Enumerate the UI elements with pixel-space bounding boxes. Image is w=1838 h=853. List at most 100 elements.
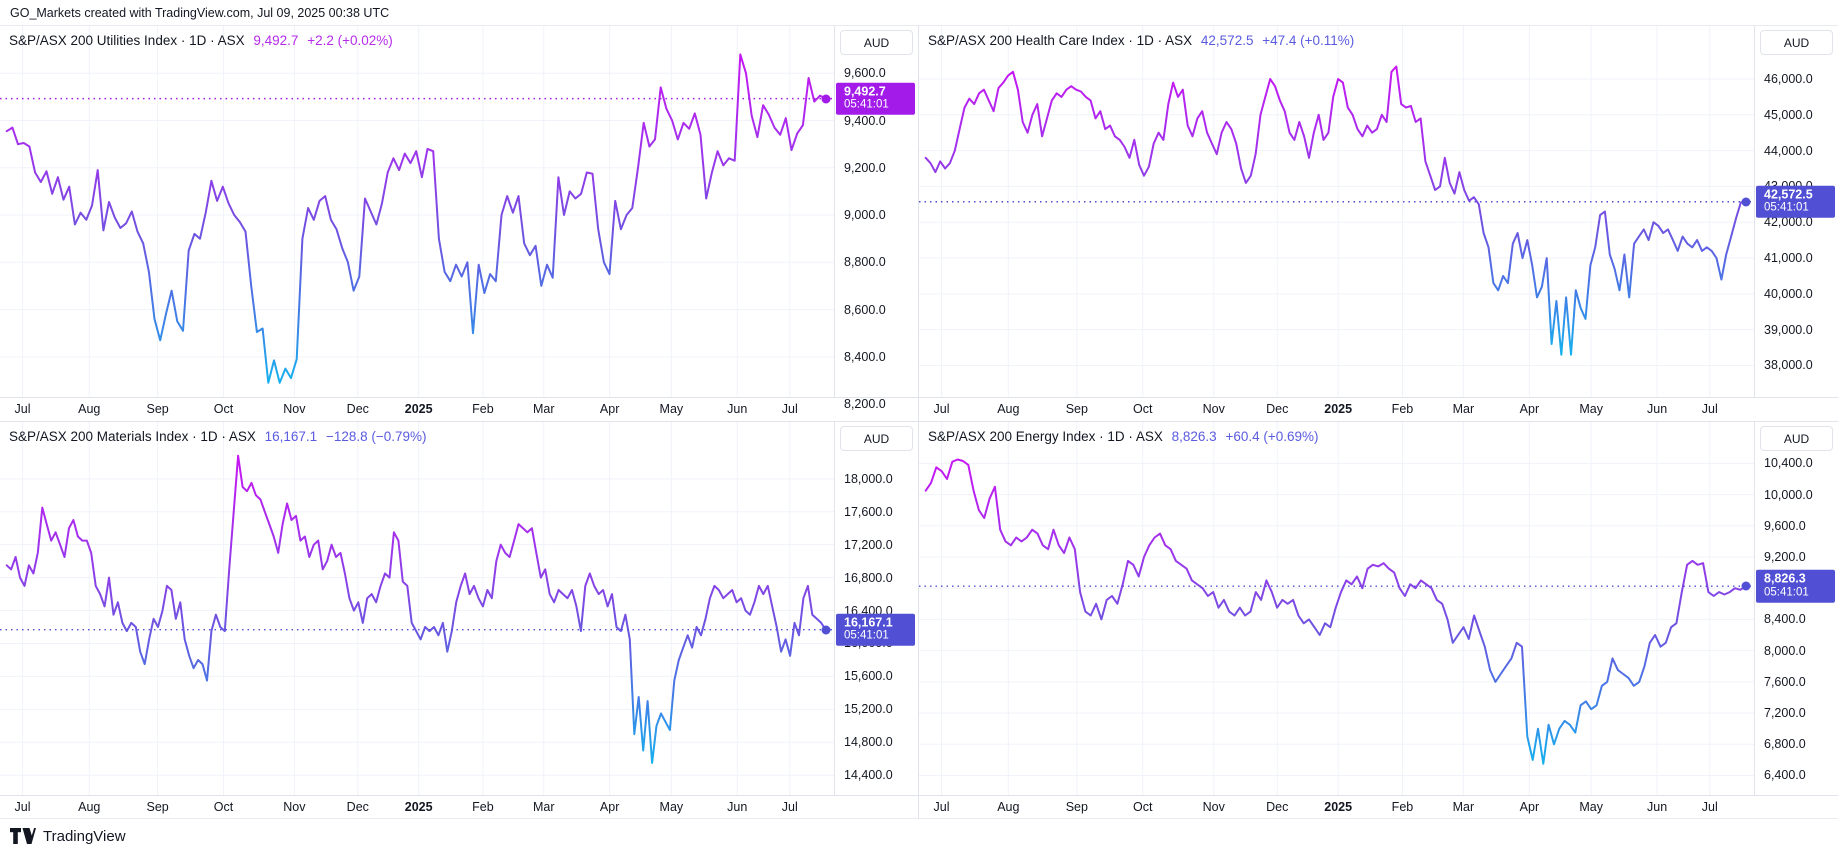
price-tick-label: 17,600.0	[844, 504, 893, 519]
currency-button[interactable]: AUD	[1760, 30, 1833, 55]
price-tick-label: 17,200.0	[844, 537, 893, 552]
change-label: −128.8 (−0.79%)	[325, 429, 427, 444]
price-tick-label: 7,600.0	[1764, 674, 1806, 689]
time-tick-label: Sep	[1065, 800, 1088, 814]
time-tick-label: Jul	[781, 800, 798, 814]
price-tick-label: 6,400.0	[1764, 768, 1806, 783]
price-tick-label: 18,000.0	[844, 471, 893, 486]
chart-title: S&P/ASX 200 Materials Index · 1D · ASX 1…	[9, 429, 427, 444]
badge-price: 16,167.1	[844, 615, 893, 630]
price-tick-label: 8,000.0	[1764, 643, 1806, 658]
price-tick-label: 9,200.0	[844, 160, 886, 175]
price-tick-label: 8,200.0	[844, 397, 886, 412]
line-chart-svg	[919, 26, 1754, 397]
currency-button[interactable]: AUD	[840, 30, 913, 55]
price-tick-label: 9,600.0	[1764, 518, 1806, 533]
time-tick-label: Oct	[213, 800, 234, 814]
price-axis[interactable]: AUD 8,826.3 05:41:01 10,400.0 10,000.0 9,6…	[1754, 422, 1838, 795]
price-tick-label: 46,000.0	[1764, 72, 1813, 86]
time-tick-label: Mar	[1452, 800, 1475, 814]
last-price-label: 8,826.3	[1171, 429, 1217, 444]
tradingview-logo-icon[interactable]	[10, 828, 36, 844]
price-tick-label: 9,000.0	[844, 208, 886, 223]
time-axis[interactable]: Jul Aug Sep Oct Nov Dec 2025 Feb Mar Apr May Jun Jul	[919, 795, 1838, 819]
time-axis[interactable]: Jul Aug Sep Oct Nov Dec 2025 Feb Mar Apr May Jun Jul	[919, 397, 1838, 421]
time-tick-label: Dec	[346, 402, 369, 416]
price-axis[interactable]: AUD 42,572.5 05:41:01 46,000.0 45,000.0 44…	[1754, 26, 1838, 397]
time-tick-label: Jul	[14, 402, 31, 416]
attribution-text: GO_Markets created with TradingView.com,…	[10, 5, 390, 20]
chart-pane-energy[interactable]: AUD 8,826.3 05:41:01 10,400.0 10,000.0 9,6…	[919, 422, 1838, 819]
last-price-label: 16,167.1	[264, 429, 318, 444]
time-tick-label: Feb	[472, 800, 494, 814]
price-tick-label: 10,000.0	[1764, 487, 1813, 502]
time-tick-label: Apr	[599, 800, 620, 814]
time-tick-label: Jun	[1647, 402, 1668, 416]
last-price-dot	[821, 625, 831, 635]
time-tick-label: Dec	[1266, 402, 1289, 416]
chart-title: S&P/ASX 200 Utilities Index · 1D · ASX 9…	[9, 33, 393, 48]
price-tick-label: 15,200.0	[844, 702, 893, 717]
price-tick-label: 10,400.0	[1764, 456, 1813, 471]
change-label: +2.2 (+0.02%)	[307, 33, 393, 48]
time-tick-label: Jul	[14, 800, 31, 814]
price-tick-label: 39,000.0	[1764, 322, 1813, 337]
time-tick-label: Jul	[781, 402, 798, 416]
line-chart-svg	[919, 422, 1754, 795]
chart-plot-area[interactable]	[0, 422, 834, 795]
chart-plot-area[interactable]	[919, 422, 1754, 795]
time-tick-label: 2025	[1324, 800, 1353, 814]
badge-time: 05:41:01	[1764, 586, 1809, 599]
badge-price: 9,492.7	[844, 84, 886, 99]
time-tick-label: Apr	[1519, 402, 1540, 416]
chart-pane-health-care[interactable]: AUD 42,572.5 05:41:01 46,000.0 45,000.0 44…	[919, 26, 1838, 422]
chart-plot-area[interactable]	[0, 26, 834, 397]
price-tick-label: 6,800.0	[1764, 737, 1806, 752]
time-tick-label: Dec	[346, 800, 369, 814]
price-tick-label: 8,800.0	[844, 255, 886, 270]
symbol-label: S&P/ASX 200 Energy Index · 1D · ASX	[928, 429, 1163, 444]
chart-pane-utilities[interactable]: AUD 9,492.7 05:41:01 9,600.0 9,400.0 9,200…	[0, 26, 919, 422]
price-tick-label: 8,400.0	[844, 349, 886, 364]
time-tick-label: Jun	[727, 402, 748, 416]
last-price-dot	[821, 94, 831, 104]
symbol-label: S&P/ASX 200 Materials Index · 1D · ASX	[9, 429, 256, 444]
time-tick-label: May	[1579, 402, 1603, 416]
time-tick-label: Oct	[213, 402, 234, 416]
time-tick-label: Mar	[533, 402, 555, 416]
time-tick-label: Nov	[1202, 800, 1225, 814]
price-tick-label: 8,400.0	[1764, 612, 1806, 627]
time-axis[interactable]: Jul Aug Sep Oct Nov Dec 2025 Feb Mar Apr May Jun Jul	[0, 397, 918, 421]
currency-button[interactable]: AUD	[840, 426, 913, 451]
price-axis[interactable]: AUD 16,167.1 05:41:01 18,000.0 17,600.0 17…	[834, 422, 918, 795]
price-tick-label: 7,200.0	[1764, 706, 1806, 721]
chart-title: S&P/ASX 200 Health Care Index · 1D · ASX…	[928, 33, 1354, 48]
time-tick-label: May	[1579, 800, 1603, 814]
time-tick-label: 2025	[1324, 402, 1353, 416]
time-tick-label: Nov	[283, 800, 306, 814]
time-tick-label: Dec	[1266, 800, 1289, 814]
time-tick-label: Mar	[1452, 402, 1475, 416]
price-axis[interactable]: AUD 9,492.7 05:41:01 9,600.0 9,400.0 9,200…	[834, 26, 918, 411]
badge-time: 05:41:01	[844, 98, 889, 111]
price-tick-label: 41,000.0	[1764, 251, 1813, 266]
brand-name[interactable]: TradingView	[43, 827, 126, 845]
time-tick-label: Apr	[1519, 800, 1540, 814]
time-tick-label: May	[659, 800, 684, 814]
symbol-label: S&P/ASX 200 Utilities Index · 1D · ASX	[9, 33, 245, 48]
time-tick-label: Feb	[1391, 800, 1414, 814]
currency-button[interactable]: AUD	[1760, 426, 1833, 451]
last-price-label: 42,572.5	[1200, 33, 1254, 48]
price-tick-label: 9,200.0	[1764, 549, 1806, 564]
attribution-header: GO_Markets created with TradingView.com,…	[0, 0, 1838, 25]
time-tick-label: May	[659, 402, 684, 416]
chart-plot-area[interactable]	[919, 26, 1754, 397]
time-tick-label: Feb	[472, 402, 494, 416]
chart-pane-materials[interactable]: AUD 16,167.1 05:41:01 18,000.0 17,600.0 17…	[0, 422, 919, 819]
badge-price: 8,826.3	[1764, 571, 1806, 586]
time-tick-label: Jul	[1701, 800, 1718, 814]
badge-price: 42,572.5	[1764, 187, 1813, 202]
time-tick-label: Oct	[1133, 800, 1153, 814]
time-axis[interactable]: Jul Aug Sep Oct Nov Dec 2025 Feb Mar Apr May Jun Jul	[0, 795, 918, 819]
time-tick-label: Nov	[1202, 402, 1225, 416]
